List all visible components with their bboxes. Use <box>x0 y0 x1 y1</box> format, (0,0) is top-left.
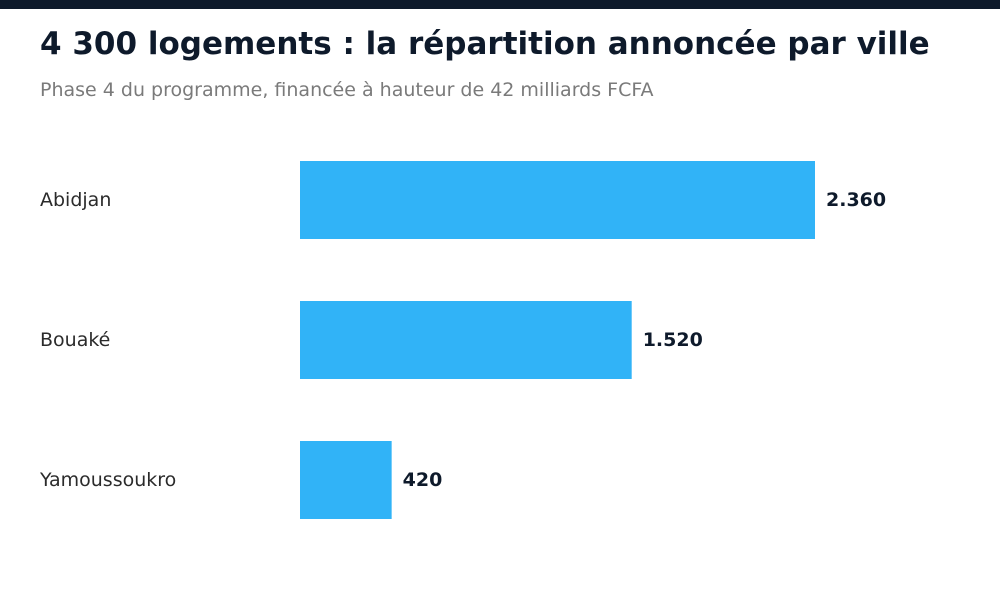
bar-yamoussoukro <box>300 441 392 519</box>
bar-abidjan <box>300 161 815 239</box>
value-label-bouake: 1.520 <box>643 329 703 351</box>
top-accent-stripe <box>0 0 1000 9</box>
value-label-yamoussoukro: 420 <box>403 469 443 491</box>
value-label-abidjan: 2.360 <box>826 189 886 211</box>
category-label-bouake: Bouaké <box>40 329 110 351</box>
category-label-yamoussoukro: Yamoussoukro <box>39 469 176 491</box>
chart-title: 4 300 logements : la répartition annoncé… <box>40 26 930 62</box>
bar-bouake <box>300 301 632 379</box>
chart-subtitle: Phase 4 du programme, financée à hauteur… <box>40 79 654 101</box>
category-label-abidjan: Abidjan <box>40 189 111 211</box>
